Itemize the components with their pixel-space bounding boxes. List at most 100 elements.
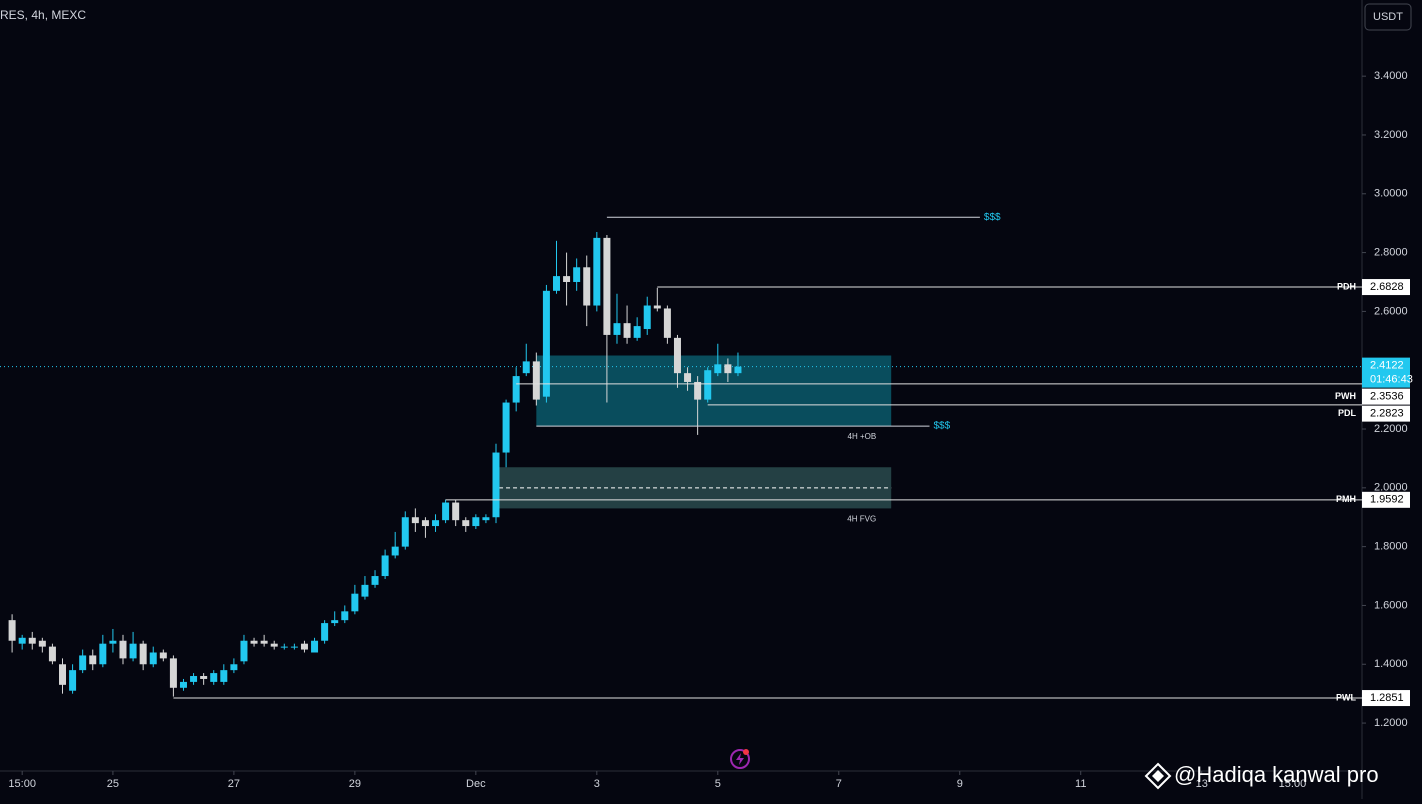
x-tick-label: 27 <box>228 778 240 790</box>
candle-body <box>472 517 480 527</box>
candle-body <box>109 640 117 644</box>
x-tick-label: 15:00 <box>8 778 36 790</box>
alert-icon[interactable] <box>730 749 750 769</box>
currency-label[interactable]: USDT <box>1373 11 1403 23</box>
candle-body <box>250 640 258 644</box>
x-tick-label: Dec <box>466 778 486 790</box>
level-label: PWH <box>1335 391 1356 401</box>
y-tick-label: 2.2000 <box>1374 423 1408 435</box>
candle-body <box>99 643 107 665</box>
x-tick-label: 3 <box>594 778 600 790</box>
candle-body <box>502 402 510 453</box>
level-value-label: 2.2823 <box>1370 408 1404 420</box>
candle-body <box>724 364 732 374</box>
level-label: PDH <box>1337 281 1356 291</box>
candle-body <box>321 623 329 641</box>
candle-body <box>200 676 208 679</box>
candle-body <box>704 370 712 400</box>
zones <box>499 355 892 509</box>
y-tick-label: 2.0000 <box>1374 482 1408 494</box>
candle-body <box>48 646 56 662</box>
candle-body <box>59 664 67 685</box>
candle-body <box>563 276 571 282</box>
candle-body <box>361 584 369 597</box>
level-value-label: 1.2851 <box>1370 692 1404 704</box>
candle-body <box>149 652 157 665</box>
candle-body <box>371 576 379 585</box>
candle-body <box>623 323 631 338</box>
y-tick-label: 2.6000 <box>1374 305 1408 317</box>
level-value-label: 2.6828 <box>1370 281 1404 293</box>
y-tick-label: 1.6000 <box>1374 599 1408 611</box>
level-label: PWL <box>1336 692 1356 702</box>
candle-body <box>643 305 651 330</box>
candle-body <box>220 670 228 682</box>
x-tick-label: 25 <box>107 778 119 790</box>
candle-body <box>159 652 167 659</box>
watermark-logo <box>1144 762 1172 790</box>
candle-body <box>179 681 187 688</box>
candle-body <box>673 337 681 374</box>
candle-body <box>583 267 591 306</box>
zone-label: 4H FVG <box>847 515 876 524</box>
last-price-label: 2.4122 <box>1370 360 1404 372</box>
candle-body <box>552 276 560 291</box>
x-tick-label: 15:00 <box>1279 778 1307 790</box>
y-tick-label: 3.0000 <box>1374 188 1408 200</box>
candle-body <box>401 517 409 547</box>
candle-body <box>512 376 520 403</box>
y-tick-label: 1.2000 <box>1374 717 1408 729</box>
zone-label: 4H +OB <box>848 432 877 441</box>
candle-body <box>260 640 268 644</box>
candle-body <box>492 452 500 518</box>
candle-body <box>89 655 97 665</box>
candle-body <box>432 520 440 527</box>
candle-body <box>79 655 87 671</box>
candle-body <box>270 643 278 647</box>
candle-body <box>542 290 550 397</box>
candle-body <box>613 323 621 335</box>
currency-button[interactable] <box>1364 3 1412 31</box>
candle-body <box>18 637 26 644</box>
zone <box>536 355 892 427</box>
candle-body <box>240 640 248 662</box>
candle-body <box>684 373 692 382</box>
level-box <box>1362 491 1410 508</box>
candle-body <box>230 664 238 671</box>
y-tick-label: 3.4000 <box>1374 70 1408 82</box>
countdown-label: 01:46:43 <box>1370 374 1413 386</box>
x-tick-label: 9 <box>957 778 963 790</box>
y-tick-label: 1.8000 <box>1374 541 1408 553</box>
candle-body <box>119 640 127 659</box>
level-box <box>1362 405 1410 422</box>
y-tick-label: 3.2000 <box>1374 129 1408 141</box>
level-box <box>1362 690 1410 707</box>
level-value-label: 2.3536 <box>1370 391 1404 403</box>
candle-body <box>381 555 389 577</box>
candle-body <box>694 381 702 400</box>
y-tick-label: 1.4000 <box>1374 658 1408 670</box>
candle-body <box>139 643 147 665</box>
level-value-label: 1.9592 <box>1370 494 1404 506</box>
candle-body <box>351 593 359 612</box>
level-label: PMH <box>1336 494 1356 504</box>
level-box <box>1362 279 1410 296</box>
candle-body <box>129 643 137 659</box>
candle-body <box>311 640 319 653</box>
candle-body <box>462 520 470 527</box>
level-box <box>1362 388 1410 405</box>
candle-body <box>452 502 460 521</box>
candle-body <box>603 237 611 335</box>
candle-body <box>573 267 581 282</box>
x-tick-label: 13 <box>1196 778 1208 790</box>
candle-body <box>210 673 218 682</box>
candle-body <box>300 643 308 650</box>
x-tick-label: 11 <box>1075 778 1086 790</box>
candle-body <box>714 364 722 374</box>
candle-body <box>442 502 450 521</box>
watermark: @Hadiqa kanwal pro <box>1174 762 1379 787</box>
labels: 1.20001.40001.60001.80002.00002.20002.40… <box>8 70 1412 790</box>
candle-body <box>341 611 349 621</box>
candle-body <box>421 520 429 527</box>
